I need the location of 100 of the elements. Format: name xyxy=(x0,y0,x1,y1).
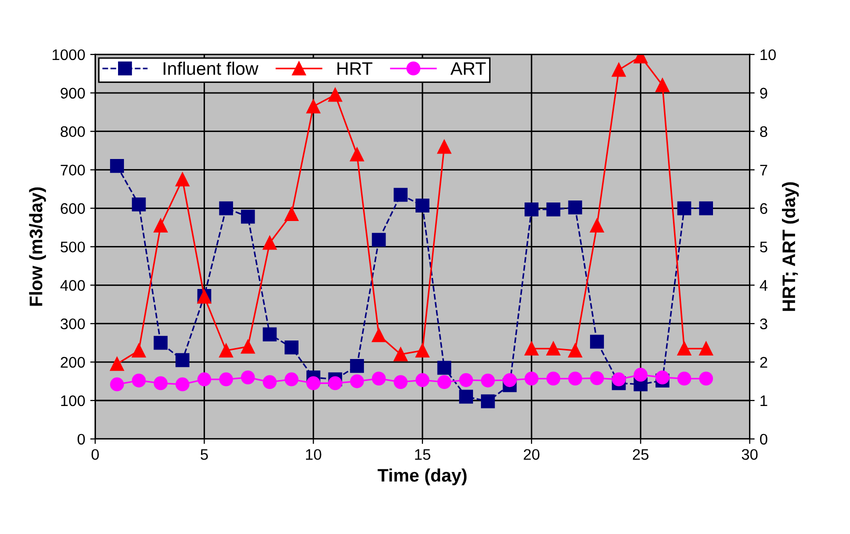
point xyxy=(546,372,560,386)
point xyxy=(677,201,692,216)
point xyxy=(568,200,582,214)
y-tick-label: 1000 xyxy=(52,49,85,60)
point xyxy=(416,198,430,213)
point xyxy=(219,201,234,216)
x-tick-label: 5 xyxy=(200,449,208,460)
point xyxy=(350,147,364,162)
x-tick-label: 10 xyxy=(306,449,322,460)
point xyxy=(110,357,124,371)
x-tick-label: 15 xyxy=(415,449,430,460)
point xyxy=(284,372,298,386)
point xyxy=(262,375,277,389)
y2-tick-label: 5 xyxy=(760,242,768,252)
y2-tick-label: 8 xyxy=(760,126,768,138)
x-axis-title: Time (day) xyxy=(378,468,467,486)
point xyxy=(306,376,320,390)
point xyxy=(416,373,430,388)
point xyxy=(394,375,408,389)
point xyxy=(372,328,386,342)
point xyxy=(240,210,255,224)
point xyxy=(612,62,626,77)
point xyxy=(546,202,560,216)
point xyxy=(480,394,495,408)
point xyxy=(328,88,342,102)
y2-tick-label: 4 xyxy=(760,280,768,291)
x-tick-label: 25 xyxy=(632,449,648,460)
point xyxy=(590,334,604,349)
point xyxy=(262,327,277,342)
y-tick-label: 400 xyxy=(60,280,85,291)
y2-tick-label: 3 xyxy=(760,318,768,330)
point xyxy=(677,372,692,386)
y-tick-label: 300 xyxy=(60,318,85,330)
point xyxy=(154,218,168,233)
point xyxy=(132,374,146,388)
y2-tick-label: 7 xyxy=(760,164,768,176)
point xyxy=(154,376,168,390)
point xyxy=(480,374,495,388)
point xyxy=(612,372,626,386)
point xyxy=(568,344,582,358)
point xyxy=(699,201,714,216)
point xyxy=(350,358,364,373)
point xyxy=(197,372,212,386)
point xyxy=(394,188,408,202)
point xyxy=(110,159,124,173)
point xyxy=(240,340,255,354)
legend-label: Influent flow xyxy=(164,62,258,75)
point xyxy=(677,342,692,356)
y-axis-title: Flow (m3/day) xyxy=(29,187,46,306)
point xyxy=(655,370,670,384)
point xyxy=(590,371,604,386)
point xyxy=(437,140,452,154)
y2-tick-label: 6 xyxy=(760,203,768,214)
y-tick-label: 500 xyxy=(60,242,85,252)
point xyxy=(524,202,538,216)
y2-axis-title: HRT; ART (day) xyxy=(782,182,799,311)
point xyxy=(306,99,320,114)
y2-tick-label: 2 xyxy=(760,356,768,368)
point xyxy=(502,373,517,388)
point xyxy=(110,377,124,392)
point xyxy=(176,377,190,392)
point xyxy=(568,372,582,386)
y-tick-label: 0 xyxy=(78,434,85,445)
y2-tick-label: 0 xyxy=(760,434,768,445)
x-tick-label: 30 xyxy=(742,449,758,460)
point xyxy=(546,342,560,356)
point xyxy=(590,218,604,233)
y2-tick-label: 9 xyxy=(760,88,768,99)
point xyxy=(699,372,714,386)
point xyxy=(350,374,364,388)
y-tick-label: 200 xyxy=(60,356,85,368)
y2-tick-label: 10 xyxy=(760,49,776,60)
point xyxy=(437,375,452,389)
point xyxy=(154,336,168,350)
point xyxy=(219,344,234,358)
point xyxy=(699,342,714,356)
point xyxy=(459,390,474,404)
point xyxy=(328,376,342,390)
point xyxy=(437,360,452,375)
point xyxy=(176,172,190,186)
point xyxy=(176,353,190,368)
point xyxy=(634,368,648,382)
x-tick-label: 20 xyxy=(524,449,540,460)
y-tick-label: 900 xyxy=(60,88,85,99)
point xyxy=(394,347,408,362)
point xyxy=(524,372,538,386)
legend-label: ART xyxy=(450,62,486,75)
point xyxy=(284,340,298,354)
point xyxy=(132,197,146,212)
y-tick-label: 100 xyxy=(61,395,85,406)
legend-label: HRT xyxy=(337,62,372,75)
point xyxy=(262,236,277,250)
point xyxy=(655,78,670,92)
y2-tick-label: 1 xyxy=(760,396,768,406)
point xyxy=(219,372,234,386)
y-tick-label: 700 xyxy=(60,164,85,176)
point xyxy=(284,207,298,221)
point xyxy=(459,373,474,388)
y-tick-label: 800 xyxy=(60,126,85,138)
point xyxy=(416,344,430,358)
